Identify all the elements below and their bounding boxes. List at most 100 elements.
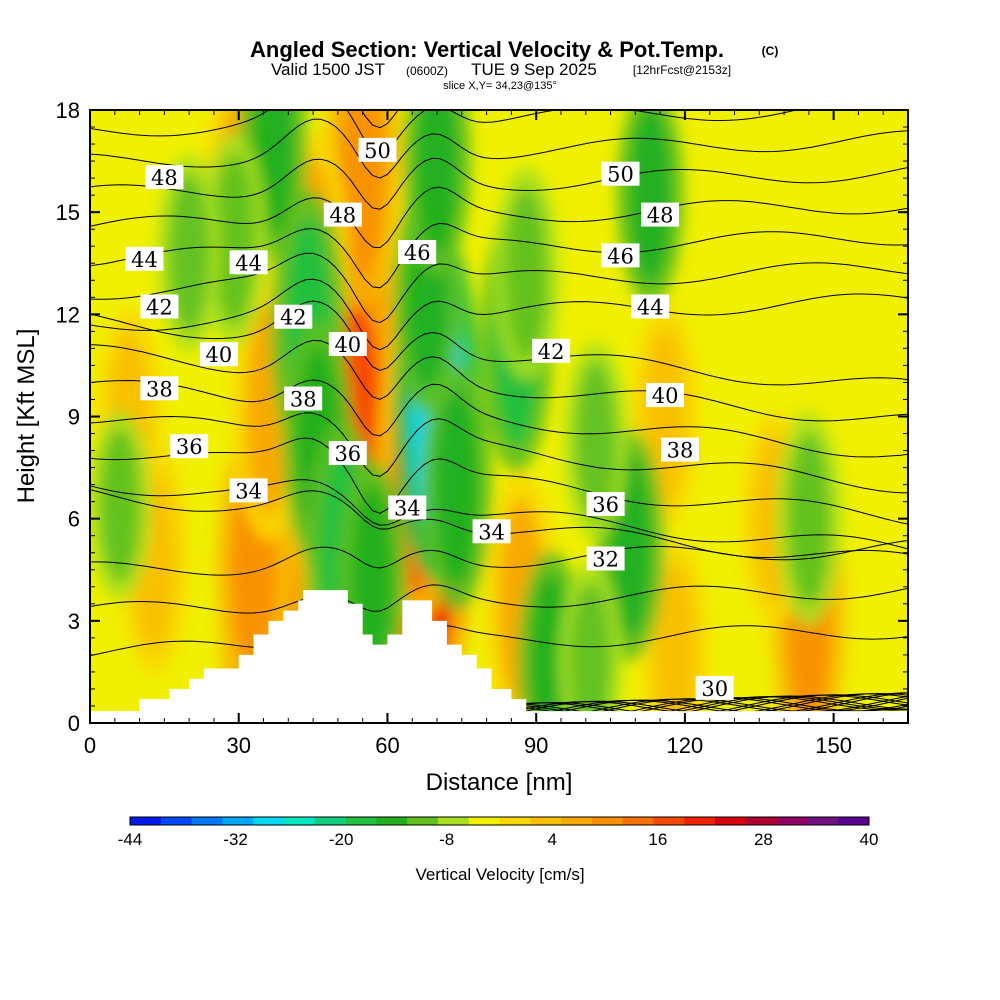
colorbar-segment	[160, 817, 193, 825]
contour-label-box	[323, 202, 362, 227]
contour-label: 48	[323, 202, 362, 228]
subtitle-forecast: [12hrFcst@2153z]	[633, 63, 731, 77]
theta-contour-line	[90, 584, 908, 614]
colorbar-segment	[499, 817, 531, 825]
colorbar-segment	[407, 817, 439, 825]
contour-label-box	[661, 437, 699, 462]
contour-label: 42	[532, 338, 571, 364]
x-tick-label: 0	[84, 733, 96, 758]
theta-contour-line	[90, 0, 908, 16]
colorbar-tick-label: 40	[860, 830, 879, 849]
contour-label-text: 44	[131, 248, 158, 272]
colorbar-segment	[253, 817, 285, 825]
contour-label-text: 46	[404, 241, 431, 265]
contour-label: 34	[472, 519, 511, 544]
contour-label: 44	[631, 294, 670, 320]
colorbar-tick-label: 16	[648, 830, 667, 849]
colorbar-segment	[776, 817, 808, 825]
x-axis-label: Distance [nm]	[426, 769, 573, 796]
y-tick-label: 3	[68, 609, 80, 634]
contour-label-text: 30	[701, 677, 728, 701]
contour-label-box	[586, 492, 625, 516]
colorbar-tick-label: -32	[223, 830, 248, 849]
contour-label-text: 42	[280, 306, 307, 330]
colorbar-tick-label: -8	[439, 830, 454, 849]
contour-label-box	[229, 478, 268, 503]
y-tick-label: 12	[56, 302, 80, 327]
colorbar-segment	[561, 817, 593, 825]
colorbar-segment	[591, 817, 624, 825]
contour-label: 46	[601, 243, 640, 268]
contour-label-text: 44	[235, 251, 262, 275]
colorbar-segment	[745, 817, 778, 825]
colorbar-tick-label: -44	[118, 830, 143, 849]
terrain	[90, 590, 908, 723]
contour-label-text: 40	[334, 333, 361, 357]
velocity-cell	[169, 173, 210, 333]
colorbar-segment	[715, 817, 747, 825]
contour-label: 40	[328, 332, 367, 357]
velocity-cell	[505, 187, 548, 360]
contour-label-box	[695, 675, 734, 700]
theta-contour-line	[90, 379, 908, 458]
theta-contour-line	[90, 479, 908, 550]
colorbar-segment	[468, 817, 500, 825]
contour-label-box	[532, 338, 571, 363]
colorbar-segment	[437, 817, 470, 825]
plot-area	[90, 0, 908, 723]
title-mark: (C)	[762, 44, 779, 58]
contour-label-text: 38	[146, 377, 173, 401]
contour-label-box	[229, 250, 268, 275]
contour-label-text: 48	[151, 166, 178, 190]
colorbar-segment	[191, 817, 223, 825]
contour-label-text: 40	[206, 343, 233, 367]
y-axis-label: Height [Kft MSL]	[13, 329, 40, 504]
contour-label-box	[388, 495, 427, 520]
contour-label-text: 34	[394, 497, 421, 521]
contour-label: 36	[170, 434, 209, 459]
contour-label: 38	[140, 376, 179, 401]
velocity-cell	[99, 429, 140, 582]
subtitle-valid: Valid 1500 JST	[271, 60, 385, 79]
colorbar-segment	[838, 817, 870, 825]
y-tick-label: 9	[68, 405, 80, 430]
contour-label-box	[170, 434, 209, 459]
contour-label-text: 36	[592, 493, 619, 517]
contour-label: 40	[199, 342, 238, 367]
contour-label-text: 46	[607, 244, 634, 268]
contour-label-text: 48	[329, 204, 356, 228]
contour-label: 30	[695, 675, 734, 701]
theta-contour-line	[90, 222, 908, 289]
colorbar-tick-label: -20	[329, 830, 354, 849]
theta-contour-line	[90, 157, 908, 210]
contour-label-text: 42	[146, 296, 173, 320]
contour-label: 42	[274, 304, 313, 330]
colorbar-segment	[807, 817, 839, 825]
theta-contour-line	[90, 110, 799, 154]
contour-label-text: 34	[478, 520, 505, 544]
contour-label-text: 50	[607, 163, 634, 187]
contour-label-box	[328, 332, 367, 356]
theta-contour-line	[90, 339, 908, 422]
colorbar-segment	[622, 817, 654, 825]
contour-label-box	[125, 246, 164, 271]
colorbar-segment	[530, 817, 562, 825]
contour-label-box	[358, 137, 397, 162]
x-tick-label: 150	[815, 733, 852, 758]
theta-contour-line	[90, 624, 908, 661]
contour-label: 44	[125, 246, 164, 272]
theta-contour-line	[90, 186, 908, 249]
contour-label-text: 32	[592, 548, 619, 572]
theta-contour-line	[90, 437, 908, 525]
colorbar-segment	[684, 817, 716, 825]
colorbar-frame	[129, 816, 870, 826]
contour-label: 36	[328, 441, 367, 466]
theta-contour-line	[90, 252, 908, 324]
slice-label: slice X,Y= 34,23@135°	[443, 80, 557, 92]
contour-label: 50	[601, 161, 640, 187]
contour-label-text: 36	[176, 435, 203, 459]
contour-label-box	[199, 342, 238, 367]
x-tick-label: 60	[375, 733, 399, 758]
